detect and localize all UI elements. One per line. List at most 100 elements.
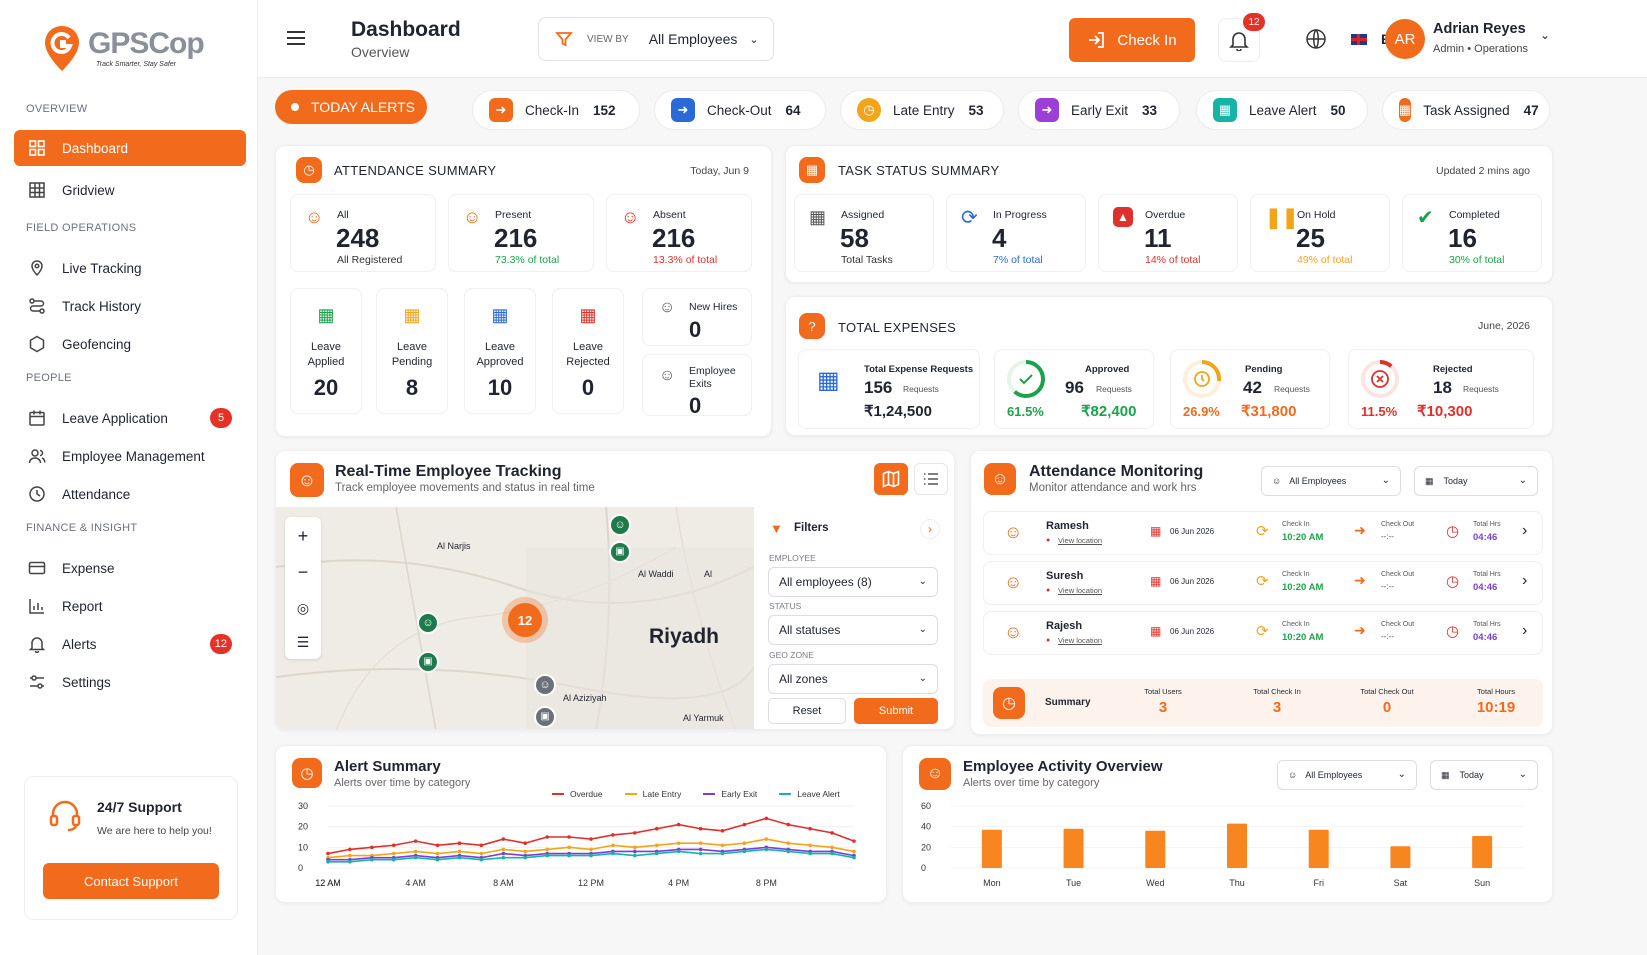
expense-rejected[interactable]: Rejected 18 Requests 11.5% ₹10,300 [1348,349,1534,429]
task-overdue[interactable]: ▲ Overdue 11 14% of total [1098,194,1238,272]
data-point [589,853,593,858]
chevron-down-icon[interactable]: ⌄ [1540,28,1551,42]
stat-employee-exits[interactable]: ☺ Employee Exits 0 [642,354,752,418]
map-view-toggle[interactable] [874,463,908,495]
sidebar-item-gridview[interactable]: Gridview [14,172,246,208]
task-completed[interactable]: ✔ Completed 16 30% of total [1402,194,1542,272]
approved-ring [1007,360,1045,398]
task-assigned[interactable]: ▦ Assigned 58 Total Tasks [794,194,934,272]
sidebar-item-live-tracking[interactable]: Live Tracking [14,250,246,286]
view-location-link[interactable]: View location [1058,586,1103,595]
expense-approved[interactable]: Approved 96 Requests 61.5% ₹82,400 [994,349,1154,429]
layers-icon[interactable]: ☰ [296,634,310,650]
notifications-button[interactable]: 12 [1218,13,1265,62]
stat-leave-pending[interactable]: ▦ Leave Pending 8 [376,288,448,414]
stat-new-hires[interactable]: ☺ New Hires 0 [642,288,752,346]
view-location-link[interactable]: View location [1058,536,1103,545]
stat-leave-rejected[interactable]: ▦ Leave Rejected 0 [552,288,624,414]
employee-name: Ramesh [1046,520,1089,532]
employee-marker-icon[interactable]: ☺ [609,514,631,536]
alert-pill-early-exit[interactable]: ➜ Early Exit 33 [1018,90,1180,130]
stat-leave-approved[interactable]: ▦ Leave Approved 10 [464,288,536,414]
today-alerts-button[interactable]: TODAY ALERTS [275,90,427,124]
view-location-link[interactable]: View location [1058,636,1103,645]
legend-item[interactable]: Late Entry [624,789,681,799]
alert-pill-check-in[interactable]: ➜ Check-In 152 [472,90,640,130]
stat-label: Absent [653,209,686,221]
activity-employee-filter[interactable]: ☺ All Employees ⌄ [1277,760,1417,790]
locate-icon[interactable]: ◎ [296,600,310,616]
cluster-count: 12 [508,603,542,637]
chevron-right-icon[interactable]: › [1522,572,1528,589]
expense-pending[interactable]: Pending 42 Requests 26.9% ₹31,800 [1170,349,1330,429]
contact-support-button[interactable]: Contact Support [43,863,219,899]
avatar[interactable]: AR [1385,19,1425,59]
alert-pill-late-entry[interactable]: ◷ Late Entry 53 [840,90,1004,130]
expense-requests-label: Requests [1096,384,1132,394]
sidebar-item-leave-application[interactable]: Leave Application 5 [14,400,246,436]
zoom-in-button[interactable]: + [297,526,309,546]
x-tick-label: Fri [1313,878,1324,888]
reset-button[interactable]: Reset [768,698,846,724]
data-point [764,837,769,841]
globe-icon[interactable] [1305,28,1327,50]
legend-item[interactable]: Early Exit [703,789,757,799]
sidebar-item-dashboard[interactable]: Dashboard [14,130,246,166]
employee-marker-icon[interactable]: ☺ [534,674,556,696]
task-on-hold[interactable]: ❚❚ On Hold 25 49% of total [1250,194,1390,272]
stat-absent[interactable]: ☺ Absent 216 13.3% of total [606,194,752,272]
zone-filter-select[interactable]: All zones ⌄ [768,664,938,694]
chevron-right-icon[interactable]: › [920,519,940,539]
chevron-right-icon[interactable]: › [1522,622,1528,639]
sidebar-item-attendance[interactable]: Attendance [14,476,246,512]
sidebar-item-alerts[interactable]: Alerts 12 [14,626,246,662]
marker-cluster[interactable]: 12 [502,597,548,643]
expense-total[interactable]: ▦ Total Expense Requests 156 Requests ₹1… [798,349,980,429]
monitoring-employee-filter[interactable]: ☺ All Employees ⌄ [1261,466,1401,496]
app-logo[interactable]: GPSCop Track Smarter, Stay Safer [42,24,205,76]
sidebar-item-geofencing[interactable]: Geofencing [14,326,246,362]
alert-pill-task-assigned[interactable]: ▦ Task Assigned 47 [1382,90,1550,130]
attendance-row[interactable]: ☺ Ramesh ● View location ▦ 06 Jun 2026 ⟳… [983,511,1543,555]
task-in-progress[interactable]: ⟳ In Progress 4 7% of total [946,194,1086,272]
sidebar-item-settings[interactable]: Settings [14,664,246,700]
user-icon: ☺ [1004,522,1023,542]
viewby-dropdown[interactable]: VIEW BY All Employees ⌄ [538,17,774,61]
alert-pill-label: Check-In [525,102,580,118]
legend-item[interactable]: Overdue [552,789,603,799]
sidebar-item-employee-management[interactable]: Employee Management [14,438,246,474]
vehicle-marker-icon[interactable]: ▣ [609,541,631,563]
sidebar-item-expense[interactable]: Expense [14,550,246,586]
map-label: Al Yarmuk [683,713,724,723]
sidebar-item-track-history[interactable]: Track History [14,288,246,324]
zoom-out-button[interactable]: − [297,562,309,582]
submit-button[interactable]: Submit [854,698,938,724]
attendance-row[interactable]: ☺ Rajesh ● View location ▦ 06 Jun 2026 ⟳… [983,611,1543,655]
stat-label: Assigned [841,209,885,221]
status-filter-select[interactable]: All statuses ⌄ [768,615,938,645]
check-in-button[interactable]: Check In [1069,18,1195,62]
map-area[interactable]: + − ◎ ☰ Al Narjis Al Waddi Al Riyadh Al … [276,507,754,729]
monitoring-date-filter[interactable]: ▦ Today ⌄ [1414,466,1538,496]
activity-date-filter[interactable]: ▦ Today ⌄ [1430,760,1538,790]
attendance-row[interactable]: ☺ Suresh ● View location ▦ 06 Jun 2026 ⟳… [983,561,1543,605]
alert-pill-check-out[interactable]: ➜ Check-Out 64 [654,90,826,130]
expense-percent: 61.5% [1007,404,1044,419]
task-status-card: ▦ TASK STATUS SUMMARY Updated 2 mins ago… [785,145,1553,283]
chevron-right-icon[interactable]: › [1522,522,1528,539]
stat-all[interactable]: ☺ All 248 All Registered [290,194,436,272]
stat-present[interactable]: ☺ Present 216 73.3% of total [448,194,594,272]
employee-filter-select[interactable]: All employees (8) ⌄ [768,567,938,597]
vehicle-marker-icon[interactable]: ▣ [534,706,556,728]
hamburger-menu-icon[interactable] [286,30,306,46]
employee-marker-icon[interactable]: ☺ [417,612,439,634]
legend-item[interactable]: Leave Alert [779,789,840,799]
list-view-toggle[interactable] [914,463,948,495]
stat-sub: All Registered [337,254,403,266]
alert-pill-leave-alert[interactable]: ▦ Leave Alert 50 [1196,90,1368,130]
sidebar-item-report[interactable]: Report [14,588,246,624]
map-controls: + − ◎ ☰ [285,517,321,659]
data-point [501,855,506,860]
vehicle-marker-icon[interactable]: ▣ [417,651,439,673]
stat-leave-applied[interactable]: ▦ Leave Applied 20 [290,288,362,414]
